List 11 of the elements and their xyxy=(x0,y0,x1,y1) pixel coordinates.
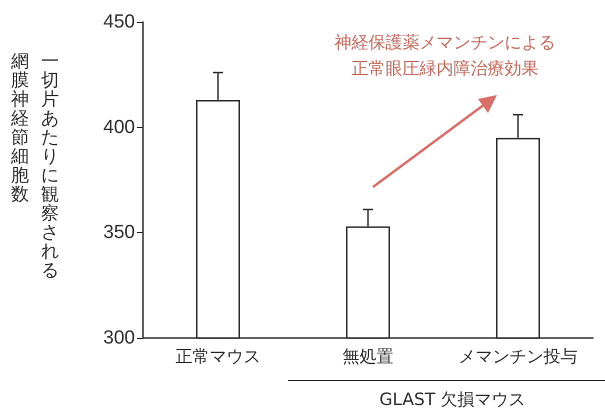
annotation: 神経保護薬メマンチンによる xyxy=(334,32,556,55)
y-tick-label: 300 xyxy=(103,328,135,348)
y-tick-label: 450 xyxy=(103,12,135,32)
x-tick-label: 正常マウス xyxy=(176,347,260,366)
y-tick-label: 400 xyxy=(103,116,135,138)
annotation: 正常眼圧緑内障治療効果 xyxy=(350,58,540,81)
y-tick-label: 350 xyxy=(103,222,135,244)
text: 一切片あたりに観察される網膜神経節細胞数 xyxy=(11,51,59,281)
text: GLAST 欠損マウス xyxy=(378,389,527,408)
x-tick-label: 無処置 xyxy=(342,347,394,366)
x-tick-label: メマンチン投与 xyxy=(458,347,578,366)
